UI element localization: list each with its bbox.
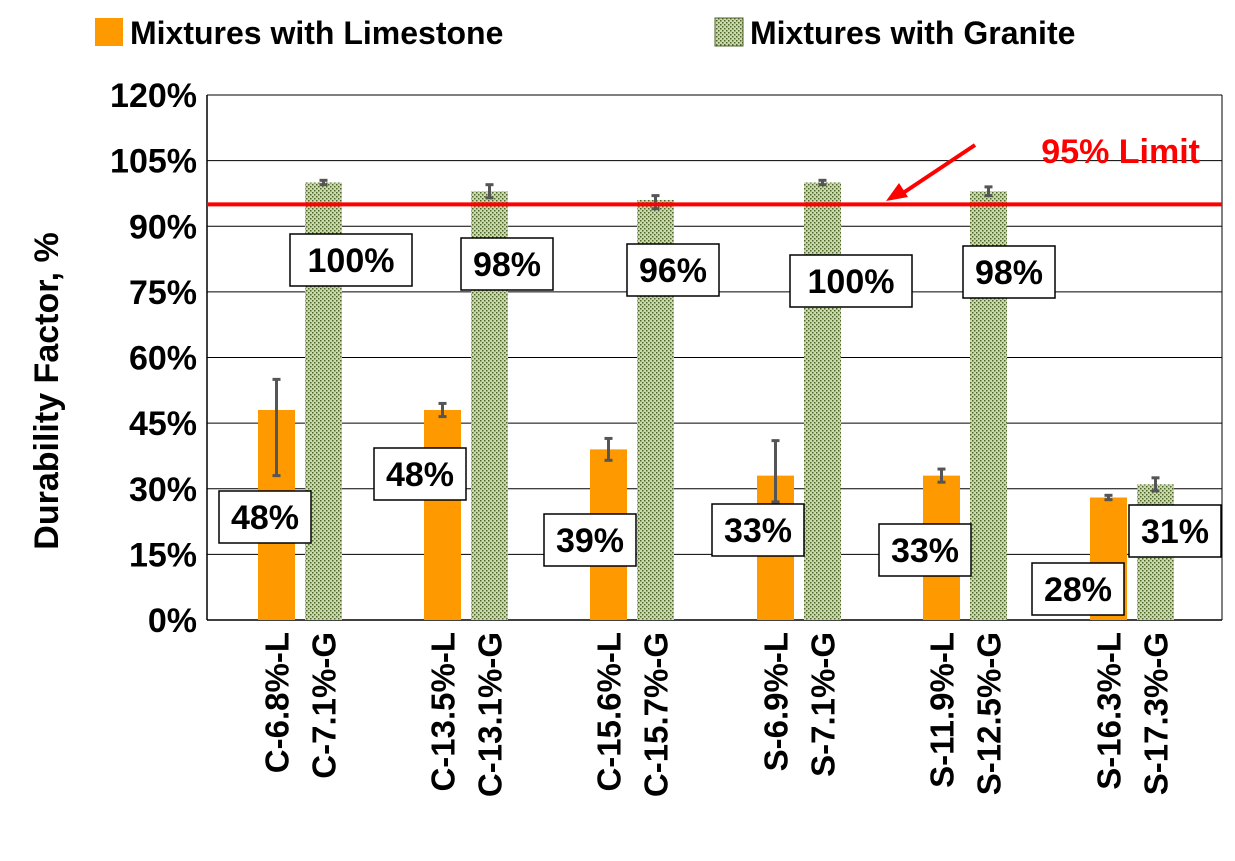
data-label-limestone: 28% bbox=[1031, 562, 1125, 616]
svg-text:39%: 39% bbox=[556, 522, 624, 560]
legend-label-limestone: Mixtures with Limestone bbox=[130, 15, 503, 51]
y-tick-label: 60% bbox=[129, 340, 197, 378]
data-labels: 48% 48% 39% 33% 33% 28% 100% 98% 96% 100% 98% 31% bbox=[218, 233, 1222, 616]
data-label-granite: 100% bbox=[789, 254, 913, 308]
data-label-granite: 31% bbox=[1128, 504, 1222, 558]
x-tick-label-granite: C-15.7%-G bbox=[638, 632, 675, 797]
svg-text:33%: 33% bbox=[724, 512, 792, 550]
data-label-limestone: 48% bbox=[373, 447, 467, 501]
data-label-granite: 96% bbox=[626, 243, 720, 297]
x-tick-label-granite: S-17.3%-G bbox=[1138, 632, 1175, 795]
error-bar-limestone bbox=[438, 401, 447, 419]
bar-granite bbox=[804, 182, 841, 620]
y-tick-label: 75% bbox=[129, 274, 197, 312]
x-tick-label-limestone: S-6.9%-L bbox=[758, 632, 795, 771]
x-tick-label-granite: S-12.5%-G bbox=[971, 632, 1008, 795]
error-bars bbox=[272, 178, 1160, 504]
error-bar-limestone bbox=[272, 377, 281, 478]
svg-text:33%: 33% bbox=[891, 532, 959, 570]
x-tick-label-granite: C-7.1%-G bbox=[306, 632, 343, 779]
error-bar-granite bbox=[485, 183, 494, 200]
y-tick-label: 30% bbox=[129, 471, 197, 509]
legend-swatch-limestone bbox=[95, 18, 123, 46]
error-bar-granite bbox=[818, 178, 827, 187]
error-bar-limestone bbox=[604, 436, 613, 462]
svg-text:100%: 100% bbox=[308, 242, 395, 280]
x-tick-label-limestone: S-11.9%-L bbox=[924, 632, 961, 788]
error-bar-granite bbox=[1151, 476, 1160, 493]
y-axis-title: Durability Factor, % bbox=[28, 232, 66, 549]
x-tick-label-limestone: C-13.5%-L bbox=[425, 632, 462, 792]
svg-text:48%: 48% bbox=[231, 499, 299, 537]
x-tick-label-granite: S-7.1%-G bbox=[805, 632, 842, 777]
svg-text:48%: 48% bbox=[386, 456, 454, 494]
y-tick-label: 105% bbox=[110, 143, 197, 181]
reference-line-label: 95% Limit bbox=[1041, 133, 1200, 171]
svg-text:100%: 100% bbox=[808, 263, 895, 301]
y-tick-label: 15% bbox=[129, 536, 197, 574]
svg-text:98%: 98% bbox=[473, 246, 541, 284]
y-tick-label: 90% bbox=[129, 208, 197, 246]
legend-swatch-granite bbox=[714, 17, 744, 47]
error-bar-granite bbox=[651, 194, 660, 211]
legend: Mixtures with Limestone Mixtures with Gr… bbox=[95, 15, 1075, 51]
data-label-granite: 98% bbox=[962, 245, 1056, 299]
y-tick-label: 120% bbox=[110, 77, 197, 115]
reference-line-group: 95% Limit bbox=[207, 133, 1222, 207]
data-label-limestone: 33% bbox=[711, 503, 805, 557]
y-tick-label: 0% bbox=[148, 602, 197, 640]
reference-arrow-head bbox=[886, 183, 908, 201]
x-tick-label-limestone: C-15.6%-L bbox=[591, 632, 628, 792]
svg-text:31%: 31% bbox=[1141, 513, 1209, 551]
y-axis: 0% 15% 30% 45% 60% 75% 90% 105% 120% bbox=[110, 77, 197, 640]
bar-limestone bbox=[424, 410, 461, 620]
data-label-limestone: 48% bbox=[218, 490, 312, 544]
reference-arrow bbox=[898, 143, 977, 197]
data-label-granite: 100% bbox=[289, 233, 413, 287]
svg-text:96%: 96% bbox=[639, 252, 707, 290]
x-tick-label-limestone: C-6.8%-L bbox=[259, 632, 296, 773]
error-bar-limestone bbox=[1104, 493, 1113, 502]
data-label-limestone: 39% bbox=[543, 513, 637, 567]
error-bar-granite bbox=[319, 178, 328, 187]
error-bar-limestone bbox=[937, 467, 946, 484]
svg-text:28%: 28% bbox=[1044, 571, 1112, 609]
x-tick-label-limestone: S-16.3%-L bbox=[1091, 632, 1128, 790]
data-label-granite: 98% bbox=[460, 237, 554, 291]
data-label-limestone: 33% bbox=[878, 523, 972, 577]
x-axis-labels: C-6.8%-L C-7.1%-G C-13.5%-L C-13.1%-G C-15.6… bbox=[259, 632, 1175, 797]
x-tick-label-granite: C-13.1%-G bbox=[472, 632, 509, 797]
error-bar-limestone bbox=[771, 439, 780, 504]
y-tick-label: 45% bbox=[129, 405, 197, 443]
legend-label-granite: Mixtures with Granite bbox=[750, 15, 1075, 51]
svg-text:98%: 98% bbox=[975, 254, 1043, 292]
error-bar-granite bbox=[984, 185, 993, 198]
